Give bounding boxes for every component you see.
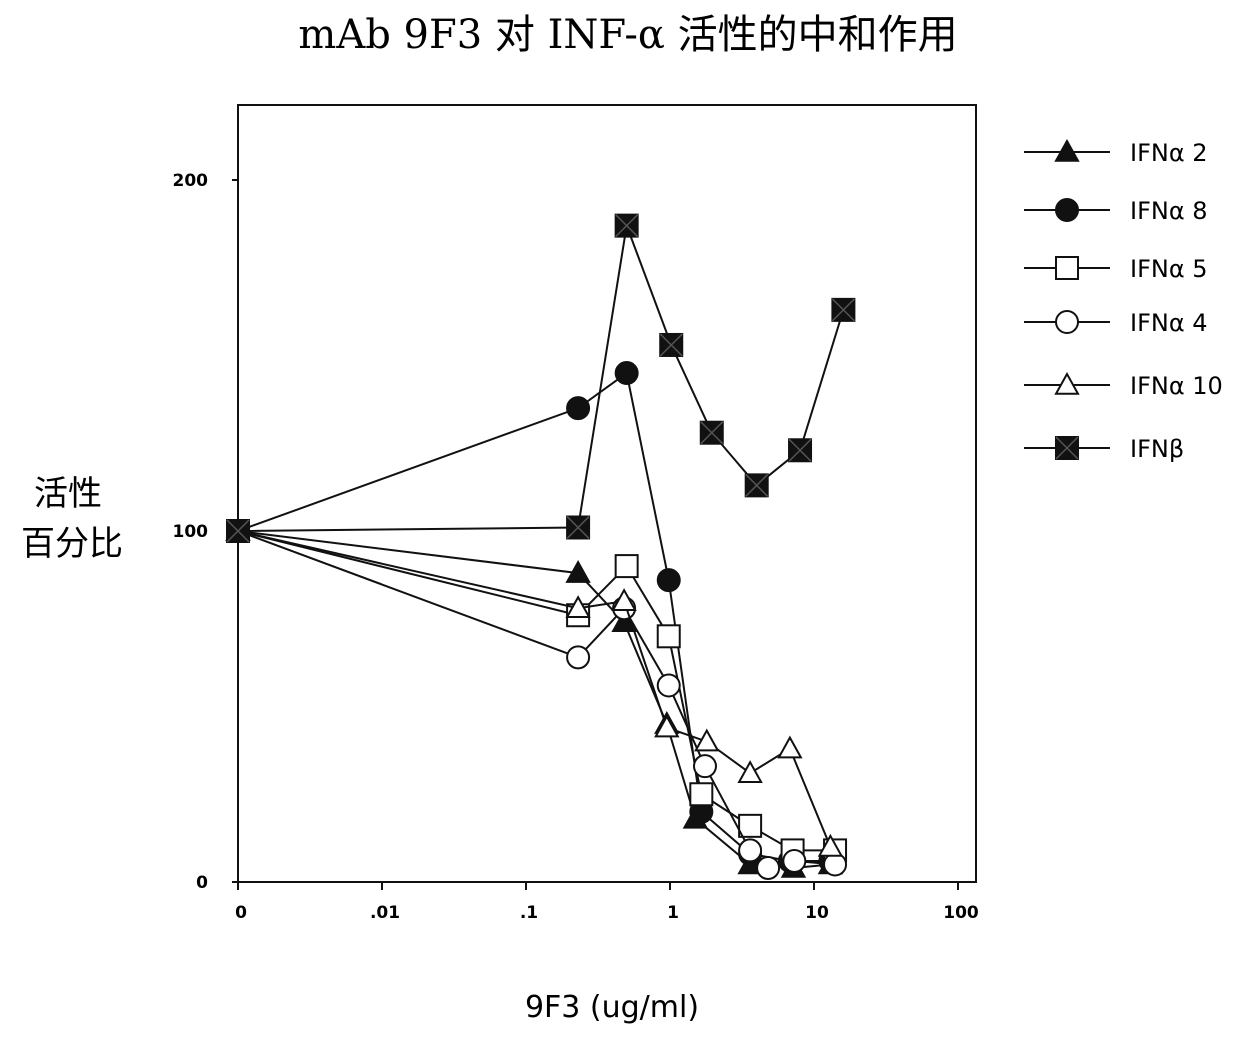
legend-label: IFNα 10: [1130, 372, 1223, 400]
x-tick-label: 10: [805, 903, 829, 923]
series-2: [227, 362, 841, 872]
legend-item: IFNα 5: [1024, 255, 1208, 283]
series-line: [238, 531, 830, 847]
data-point: [567, 646, 589, 668]
data-point: [658, 625, 680, 647]
legend-marker: [1056, 311, 1078, 333]
legend-marker: [1056, 257, 1078, 279]
data-point: [779, 738, 801, 758]
legend-marker: [1056, 199, 1078, 221]
data-point: [783, 850, 805, 872]
x-tick-label: .1: [520, 903, 538, 923]
x-tick-label: .01: [370, 903, 400, 923]
x-tick-label: 0: [235, 903, 247, 923]
data-point: [696, 731, 718, 751]
series-5: [227, 520, 841, 856]
data-point: [567, 397, 589, 419]
data-point: [739, 839, 761, 861]
series-3: [227, 520, 846, 861]
legend-label: IFNα 4: [1130, 309, 1208, 337]
legend-item: IFNα 4: [1024, 309, 1208, 337]
data-point: [739, 762, 761, 782]
legend-label: IFNα 2: [1130, 139, 1208, 167]
series-layer: [227, 215, 854, 879]
legend-label: IFNβ: [1130, 435, 1184, 463]
y-axis-label-line-2: 百分比: [21, 524, 123, 564]
data-point: [694, 755, 716, 777]
chart-title: mAb 9F3 对 INF-α 活性的中和作用: [298, 12, 957, 58]
x-tick-label: 1: [667, 903, 679, 923]
legend: IFNα 2 IFNα 8 IFNα 5 IFNα 4 IFNα 10 IFNβ: [1024, 139, 1223, 463]
data-point: [616, 555, 638, 577]
legend-item: IFNα 8: [1024, 197, 1208, 225]
data-point: [824, 853, 846, 875]
series-line: [238, 531, 835, 850]
legend-marker: [1056, 374, 1078, 394]
legend-label: IFNα 5: [1130, 255, 1208, 283]
y-tick-label: 100: [173, 522, 209, 542]
legend-marker: [1056, 141, 1078, 161]
x-axis-label: 9F3 (ug/ml): [525, 990, 699, 1025]
data-point: [739, 815, 761, 837]
data-point: [658, 569, 680, 591]
data-point: [616, 362, 638, 384]
x-tick-label: 100: [943, 903, 979, 923]
series-line: [238, 373, 830, 861]
y-tick-label: 200: [173, 171, 209, 191]
plot-frame: [238, 105, 976, 882]
legend-item: IFNβ: [1024, 435, 1184, 463]
axes: 0 .01 .1 1 10 100 0 100 200: [173, 171, 979, 923]
legend-item: IFNα 2: [1024, 139, 1208, 167]
y-tick-label: 0: [196, 873, 208, 893]
series-6: [227, 215, 854, 542]
legend-label: IFNα 8: [1130, 197, 1208, 225]
y-axis-label-line-1: 活性: [34, 474, 102, 514]
legend-item: IFNα 10: [1024, 372, 1223, 400]
data-point: [757, 857, 779, 879]
data-point: [658, 674, 680, 696]
data-point: [690, 783, 712, 805]
